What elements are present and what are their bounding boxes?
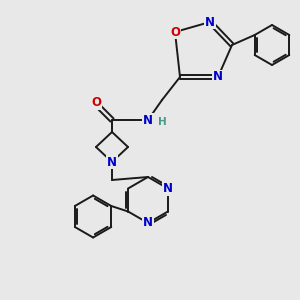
Text: N: N — [143, 113, 153, 127]
Text: O: O — [170, 26, 180, 38]
Text: N: N — [205, 16, 215, 28]
Text: N: N — [143, 217, 153, 230]
Text: O: O — [91, 97, 101, 110]
Text: N: N — [107, 155, 117, 169]
Text: H: H — [158, 117, 166, 127]
Text: N: N — [213, 70, 223, 83]
Text: N: N — [163, 182, 173, 195]
